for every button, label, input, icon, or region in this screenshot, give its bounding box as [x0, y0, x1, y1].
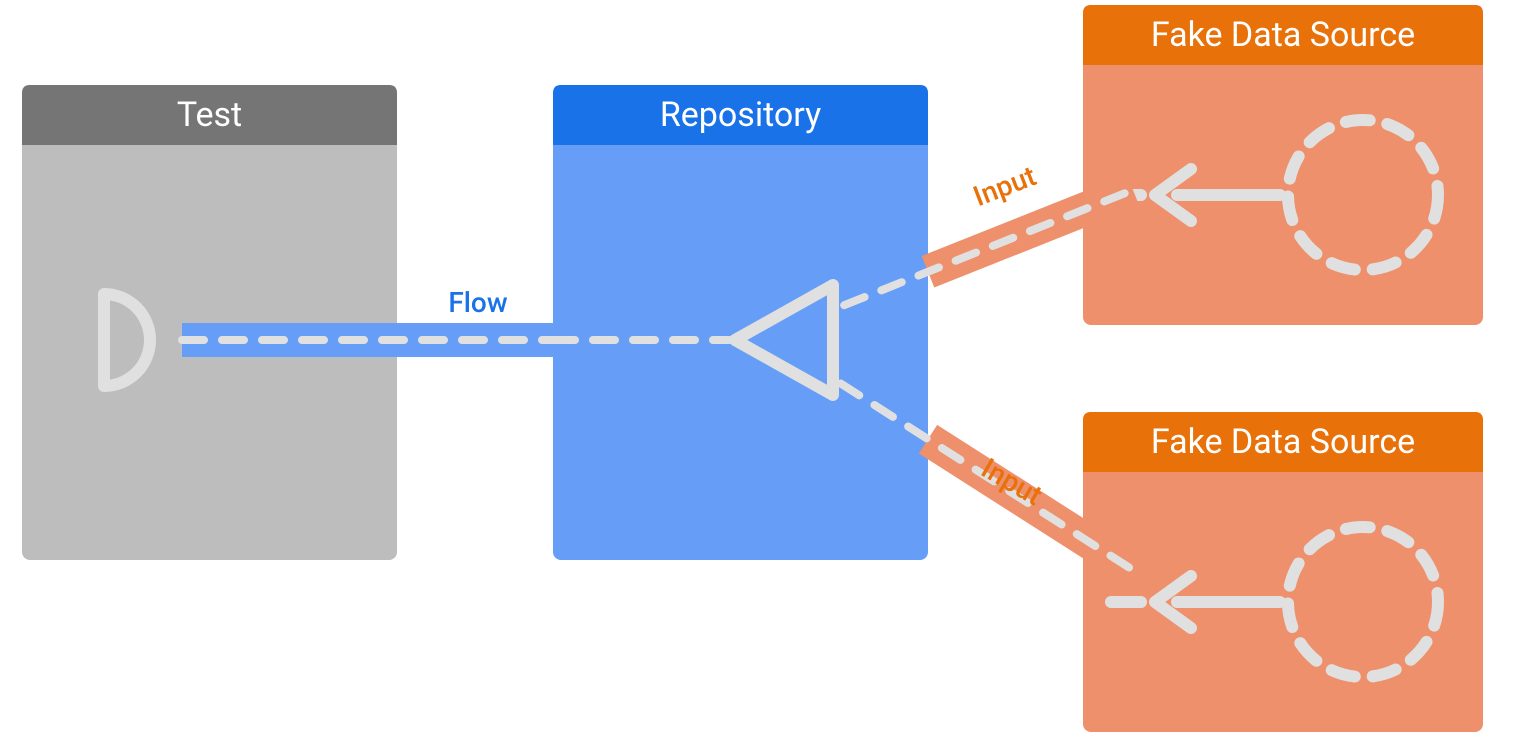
test-title: Test [177, 95, 242, 135]
fake1-title: Fake Data Source [1151, 15, 1415, 55]
repo-body [553, 85, 928, 560]
repo-title: Repository [660, 95, 821, 135]
input1-label: Input [969, 159, 1041, 213]
test-socket-icon [104, 294, 150, 386]
flow-label: Flow [448, 286, 507, 319]
test-body [22, 85, 397, 560]
fake2-title: Fake Data Source [1151, 422, 1415, 462]
